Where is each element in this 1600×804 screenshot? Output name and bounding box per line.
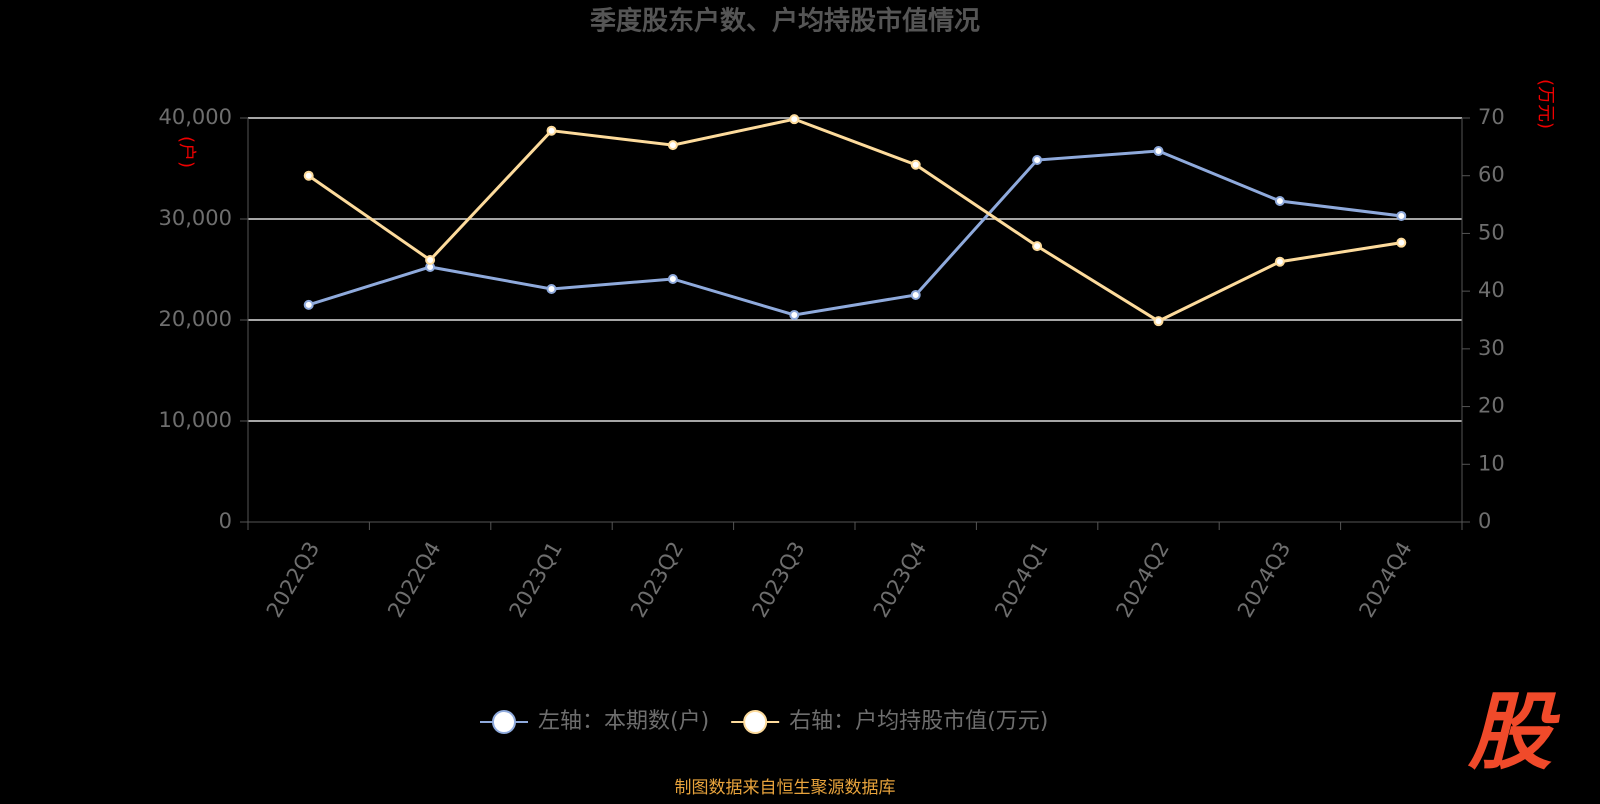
point [789, 114, 800, 125]
point [1032, 241, 1043, 252]
y-tick-label: 30,000 [159, 206, 232, 230]
y2-tick-label: 30 [1478, 336, 1505, 360]
legend-marker [743, 710, 768, 734]
chart-title: 季度股东户数、户均持股市值情况 [590, 6, 980, 37]
y-tick-label: 40,000 [159, 105, 232, 129]
x-tick-label: 2024Q1 [990, 538, 1052, 622]
point [667, 140, 678, 151]
y2-tick-label: 0 [1478, 509, 1491, 533]
point [910, 289, 921, 300]
x-tick-label: 2024Q4 [1354, 538, 1416, 622]
series-line [307, 117, 1402, 323]
legend-label: 右轴：户均持股市值(万元) [789, 709, 1048, 734]
x-tick-label: 2023Q2 [626, 538, 688, 622]
y2-axis-label: (万元) [1535, 79, 1556, 129]
x-tick-label: 2023Q4 [869, 538, 931, 622]
point [910, 159, 921, 170]
source-note: 制图数据来自恒生聚源数据库 [675, 778, 896, 798]
y2-tick-label: 20 [1478, 394, 1505, 418]
x-tick-label: 2024Q3 [1233, 538, 1295, 622]
point [425, 254, 436, 265]
y-tick-label: 0 [219, 509, 232, 533]
series-line [308, 149, 1402, 317]
point [1032, 155, 1043, 166]
y-axis-label: (户) [176, 136, 197, 168]
point [1396, 210, 1407, 221]
point [1153, 316, 1164, 327]
y-tick-label: 20,000 [159, 307, 232, 331]
x-tick-label: 2022Q3 [262, 538, 324, 622]
legend-marker [492, 710, 516, 734]
point [546, 283, 557, 294]
point [667, 273, 678, 284]
point [546, 125, 557, 136]
point [303, 299, 314, 310]
y2-tick-label: 60 [1478, 163, 1505, 187]
y2-tick-label: 70 [1478, 105, 1505, 129]
point [1396, 237, 1407, 248]
point [1274, 196, 1285, 207]
y-tick-label: 10,000 [159, 408, 232, 432]
y2-tick-label: 50 [1478, 220, 1505, 244]
point [789, 309, 800, 320]
x-tick-label: 2023Q3 [747, 538, 809, 622]
legend-label: 左轴：本期数(户) [538, 709, 709, 734]
point [1153, 146, 1164, 157]
x-tick-label: 2023Q1 [505, 538, 567, 622]
y2-tick-label: 10 [1478, 451, 1505, 475]
x-tick-label: 2024Q2 [1112, 538, 1174, 622]
y2-tick-label: 40 [1478, 278, 1505, 302]
x-tick-label: 2022Q4 [383, 538, 445, 622]
point [1274, 256, 1285, 267]
logo: 股 [1467, 683, 1561, 781]
point [303, 170, 314, 181]
